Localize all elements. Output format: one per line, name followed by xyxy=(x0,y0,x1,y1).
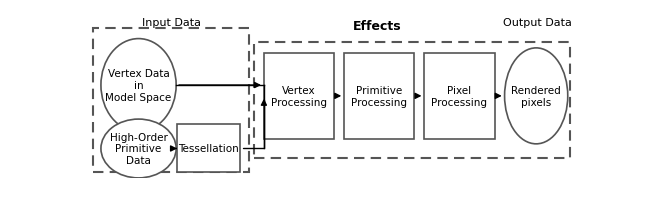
Bar xyxy=(344,53,414,140)
Text: Effects: Effects xyxy=(353,20,401,33)
Bar xyxy=(177,125,240,173)
Bar xyxy=(264,53,334,140)
Text: Rendered
pixels: Rendered pixels xyxy=(511,86,561,107)
Text: Input Data: Input Data xyxy=(142,18,201,28)
Text: Tessellation: Tessellation xyxy=(179,144,239,154)
Bar xyxy=(424,53,494,140)
Text: Pixel
Processing: Pixel Processing xyxy=(432,86,487,107)
Text: Vertex Data
in
Model Space: Vertex Data in Model Space xyxy=(105,69,171,102)
Text: Output Data: Output Data xyxy=(503,18,571,28)
Text: Vertex
Processing: Vertex Processing xyxy=(271,86,327,107)
Ellipse shape xyxy=(101,119,176,178)
Ellipse shape xyxy=(101,39,176,132)
Ellipse shape xyxy=(505,49,568,144)
Text: Primitive
Processing: Primitive Processing xyxy=(351,86,407,107)
Text: High-Order
Primitive
Data: High-Order Primitive Data xyxy=(109,132,168,165)
Bar xyxy=(93,29,249,172)
Bar xyxy=(254,42,570,158)
